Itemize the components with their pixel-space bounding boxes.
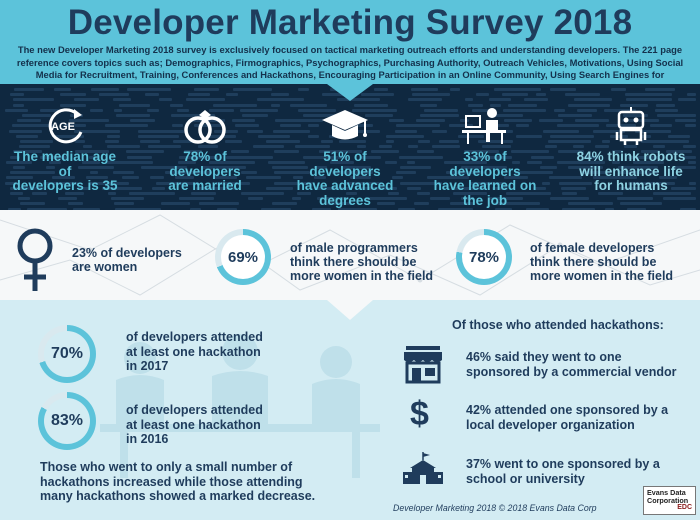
- stat-text: have advanced: [296, 178, 394, 193]
- hackathon-2016-ring: 83%: [38, 392, 96, 450]
- storefront-icon: [404, 346, 442, 384]
- page-title: Developer Marketing Survey 2018: [67, 3, 633, 42]
- female-stat-line: think there should be: [530, 255, 657, 269]
- hackathon-line: at least one hackathon: [126, 344, 261, 359]
- stat-text: 84% think robots: [576, 149, 686, 164]
- evans-data-logo: Evans Data Corporation EDC: [643, 486, 696, 515]
- graduation-cap-icon: [322, 110, 368, 140]
- code-background: [0, 84, 700, 210]
- stat-robots: 84% think robots will enhance life for h…: [568, 106, 694, 194]
- stat-married: 78% of developers are married: [146, 106, 264, 194]
- sponsor-line: sponsored by a commercial vendor: [466, 364, 677, 379]
- male-stat-line: think there should be: [290, 255, 417, 269]
- hackathon-line: at least one hackathon: [126, 417, 261, 432]
- hackathon-section: 70% of developers attended at least one …: [0, 300, 700, 520]
- sponsor-line: 42% attended one sponsored by a: [466, 403, 669, 417]
- stat-text: have learned on: [433, 178, 537, 193]
- age-icon: AGE: [48, 108, 83, 144]
- header: Developer Marketing Survey 2018 The new …: [0, 0, 700, 93]
- female-stat-line: of female developers: [530, 241, 655, 255]
- sponsor-line: school or university: [466, 471, 585, 486]
- hackathon-line: in 2017: [126, 359, 169, 373]
- stat-text: 51% of developers: [309, 149, 381, 179]
- stat-text: The median age of: [13, 149, 117, 179]
- male-stat-line: more women in the field: [290, 269, 434, 283]
- robot-icon: [615, 107, 647, 145]
- stat-median-age: AGE The median age of developers is 35: [6, 106, 124, 194]
- hackathon-summary: Those who went to only a small number of…: [40, 460, 315, 504]
- hackathon-line: of developers attended: [126, 403, 263, 417]
- summary-line: hackathons increased while those attendi…: [40, 474, 303, 489]
- women-stat-line: are women: [72, 260, 138, 274]
- summary-line: Those who went to only a small number of: [40, 460, 293, 474]
- stat-text: will enhance life: [579, 163, 683, 179]
- stat-text: developers is 35: [12, 178, 118, 193]
- ring-value: 70%: [50, 345, 84, 362]
- ring-value: 69%: [227, 248, 259, 266]
- meeting-illustration: [100, 334, 380, 478]
- header-pointer: [327, 84, 373, 101]
- dollar-icon: $: [410, 395, 429, 433]
- stat-text: 33% of developers: [449, 149, 521, 179]
- stat-advanced-degrees: 51% of developers have advanced degrees: [286, 106, 404, 208]
- women-pointer: [327, 300, 373, 320]
- women-band: 23% of developers are women 69% of male …: [0, 210, 700, 300]
- female-stat-line: more women in the field: [530, 269, 674, 283]
- stat-text: for humans: [594, 178, 668, 193]
- stat-text: are married: [168, 178, 242, 193]
- sponsor-commercial-text: 46% said they went to one sponsored by a…: [466, 350, 677, 379]
- demographics-band: AGE The median age of developers is 35 7…: [0, 84, 700, 210]
- female-developers-text: of female developers think there should …: [530, 241, 673, 283]
- sponsor-line: 46% said they went to one: [466, 350, 622, 364]
- hackathon-2016-text: of developers attended at least one hack…: [126, 403, 263, 447]
- male-programmers-text: of male programmers think there should b…: [290, 241, 433, 283]
- school-icon: [403, 452, 443, 484]
- sponsor-line: 37% went to one sponsored by a: [466, 457, 660, 471]
- ring-value: 83%: [50, 412, 84, 429]
- sponsor-line: local developer organization: [466, 417, 635, 432]
- logo-abbr: EDC: [677, 504, 692, 511]
- desk-worker-icon: [462, 108, 506, 144]
- hackathon-line: in 2016: [126, 432, 169, 446]
- network-background: [0, 214, 700, 296]
- male-programmers-ring: 69%: [215, 229, 271, 285]
- stat-text: 78% of developers: [169, 149, 241, 179]
- male-stat-line: of male programmers: [290, 241, 418, 255]
- sponsor-local-org-text: 42% attended one sponsored by a local de…: [466, 403, 668, 432]
- age-icon-label: AGE: [51, 121, 75, 133]
- copyright-text: Developer Marketing 2018 © 2018 Evans Da…: [393, 503, 597, 513]
- women-stat-line: 23% of developers: [72, 246, 182, 260]
- female-symbol-icon: [17, 228, 53, 291]
- summary-line: many hackathons showed a marked decrease…: [40, 489, 316, 503]
- female-developers-ring: 78%: [456, 229, 512, 285]
- rings-icon: [184, 110, 226, 144]
- stat-text: degrees: [319, 192, 371, 208]
- sponsors-title: Of those who attended hackathons:: [452, 318, 664, 332]
- logo-line: Corporation: [647, 496, 689, 505]
- logo-line: Evans Data: [647, 488, 686, 497]
- stat-learned-on-job: 33% of developers have learned on the jo…: [426, 106, 544, 208]
- women-stat-text: 23% of developers are women: [72, 246, 182, 274]
- sponsor-school-text: 37% went to one sponsored by a school or…: [466, 457, 660, 486]
- hackathon-2017-text: of developers attended at least one hack…: [126, 330, 263, 374]
- hackathon-2017-ring: 70%: [38, 325, 96, 383]
- hackathon-line: of developers attended: [126, 330, 263, 344]
- stat-text: the job: [462, 192, 508, 208]
- ring-value: 78%: [468, 248, 500, 266]
